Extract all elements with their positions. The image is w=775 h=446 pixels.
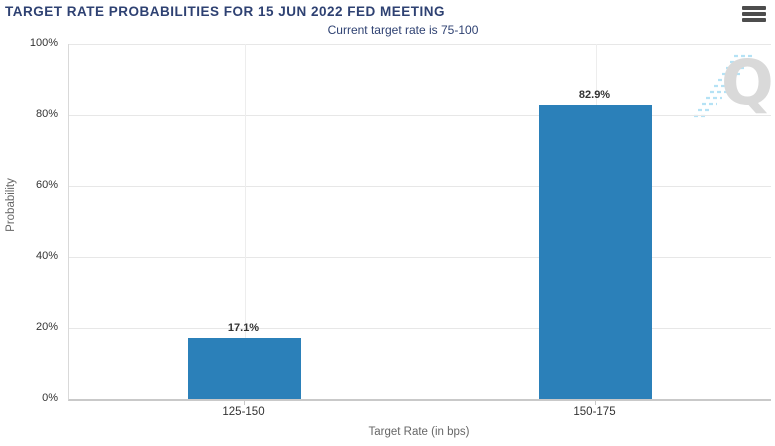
y-axis-tick-label: 80% — [35, 108, 58, 120]
chart-context-menu-button[interactable] — [742, 6, 766, 22]
x-axis-title: Target Rate (in bps) — [368, 426, 470, 438]
x-axis-category-label: 150-175 — [573, 406, 616, 418]
y-axis-tick-labels: 0% 20% 40% 60% 80% 100% — [0, 0, 58, 446]
y-gridline — [69, 257, 771, 258]
y-gridline — [69, 186, 771, 187]
hamburger-menu-icon — [742, 12, 766, 16]
y-axis-tick-label: 0% — [42, 392, 58, 404]
chart-subtitle: Current target rate is 75-100 — [327, 23, 479, 37]
x-axis-tick — [594, 400, 596, 405]
bar-125-150[interactable] — [188, 338, 301, 399]
chart-title: TARGET RATE PROBABILITIES FOR 15 JUN 202… — [5, 4, 446, 19]
plot-area — [68, 44, 771, 401]
x-gridline — [244, 44, 246, 399]
bar-150-175[interactable] — [539, 104, 652, 399]
x-axis-tick — [243, 400, 245, 405]
hamburger-menu-icon — [742, 18, 766, 22]
y-gridline — [69, 44, 771, 45]
bar-value-label: 82.9% — [578, 88, 611, 101]
y-axis-tick-label: 20% — [35, 321, 58, 333]
y-gridline — [69, 115, 771, 116]
y-axis-tick-label: 60% — [35, 179, 58, 191]
hamburger-menu-icon — [742, 6, 766, 10]
y-axis-tick-label: 100% — [29, 37, 58, 49]
y-axis-tick-label: 40% — [35, 250, 58, 262]
y-gridline — [69, 328, 771, 329]
bar-value-label: 17.1% — [227, 322, 260, 335]
x-axis-category-label: 125-150 — [222, 406, 265, 418]
